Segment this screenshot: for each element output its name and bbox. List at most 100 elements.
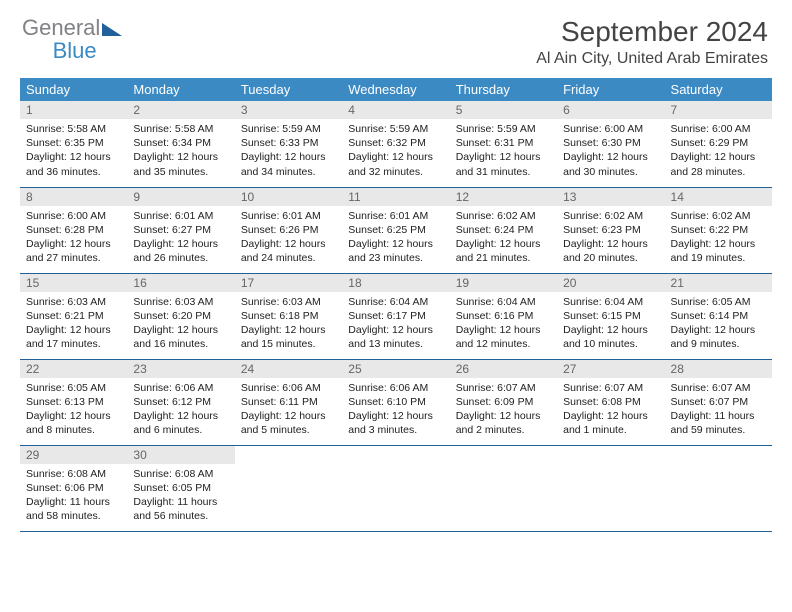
sunset-text: Sunset: 6:23 PM [563,223,658,237]
day-number: 6 [557,101,664,119]
sunrise-text: Sunrise: 6:06 AM [133,381,228,395]
daylight-text: Daylight: 11 hours and 56 minutes. [133,495,228,523]
daylight-text: Daylight: 12 hours and 21 minutes. [456,237,551,265]
sunset-text: Sunset: 6:14 PM [671,309,766,323]
day-details: Sunrise: 6:08 AMSunset: 6:06 PMDaylight:… [20,464,127,529]
calendar-day-cell: 1Sunrise: 5:58 AMSunset: 6:35 PMDaylight… [20,101,127,187]
sunrise-text: Sunrise: 6:01 AM [133,209,228,223]
day-number: 21 [665,274,772,292]
day-details: Sunrise: 5:58 AMSunset: 6:35 PMDaylight:… [20,119,127,184]
day-number: 23 [127,360,234,378]
calendar-day-cell: 6 Sunrise: 6:00 AMSunset: 6:30 PMDaylight… [557,101,664,187]
daylight-text: Daylight: 12 hours and 6 minutes. [133,409,228,437]
day-details: Sunrise: 6:03 AMSunset: 6:20 PMDaylight:… [127,292,234,357]
sunrise-text: Sunrise: 6:08 AM [133,467,228,481]
calendar-empty-cell [450,445,557,531]
sunrise-text: Sunrise: 6:03 AM [241,295,336,309]
sunset-text: Sunset: 6:33 PM [241,136,336,150]
weekday-header: Sunday [20,78,127,101]
sunrise-text: Sunrise: 6:07 AM [671,381,766,395]
day-number: 11 [342,188,449,206]
sunset-text: Sunset: 6:27 PM [133,223,228,237]
sunrise-text: Sunrise: 5:58 AM [133,122,228,136]
day-number: 29 [20,446,127,464]
calendar-week-row: 8Sunrise: 6:00 AMSunset: 6:28 PMDaylight… [20,187,772,273]
day-details: Sunrise: 6:07 AMSunset: 6:07 PMDaylight:… [665,378,772,443]
day-number: 20 [557,274,664,292]
calendar-day-cell: 29Sunrise: 6:08 AMSunset: 6:06 PMDayligh… [20,445,127,531]
calendar-day-cell: 8Sunrise: 6:00 AMSunset: 6:28 PMDaylight… [20,187,127,273]
sunrise-text: Sunrise: 6:02 AM [456,209,551,223]
daylight-text: Daylight: 12 hours and 32 minutes. [348,150,443,178]
calendar-day-cell: 4Sunrise: 5:59 AMSunset: 6:32 PMDaylight… [342,101,449,187]
calendar-day-cell: 30Sunrise: 6:08 AMSunset: 6:05 PMDayligh… [127,445,234,531]
sunrise-text: Sunrise: 6:06 AM [241,381,336,395]
daylight-text: Daylight: 12 hours and 13 minutes. [348,323,443,351]
calendar-week-row: 22Sunrise: 6:05 AMSunset: 6:13 PMDayligh… [20,359,772,445]
sunrise-text: Sunrise: 6:04 AM [456,295,551,309]
day-number: 27 [557,360,664,378]
day-number: 24 [235,360,342,378]
calendar-day-cell: 24Sunrise: 6:06 AMSunset: 6:11 PMDayligh… [235,359,342,445]
sunset-text: Sunset: 6:32 PM [348,136,443,150]
sunset-text: Sunset: 6:31 PM [456,136,551,150]
daylight-text: Daylight: 12 hours and 28 minutes. [671,150,766,178]
daylight-text: Daylight: 12 hours and 17 minutes. [26,323,121,351]
daylight-text: Daylight: 12 hours and 36 minutes. [26,150,121,178]
calendar-day-cell: 22Sunrise: 6:05 AMSunset: 6:13 PMDayligh… [20,359,127,445]
sunset-text: Sunset: 6:30 PM [563,136,658,150]
day-number: 2 [127,101,234,119]
calendar-day-cell: 25Sunrise: 6:06 AMSunset: 6:10 PMDayligh… [342,359,449,445]
day-details: Sunrise: 6:02 AMSunset: 6:23 PMDaylight:… [557,206,664,271]
sunset-text: Sunset: 6:09 PM [456,395,551,409]
day-details: Sunrise: 6:05 AMSunset: 6:14 PMDaylight:… [665,292,772,357]
logo-text-1: General [22,15,100,40]
sunrise-text: Sunrise: 5:59 AM [348,122,443,136]
day-number: 25 [342,360,449,378]
calendar-day-cell: 27Sunrise: 6:07 AMSunset: 6:08 PMDayligh… [557,359,664,445]
weekday-header: Wednesday [342,78,449,101]
calendar-day-cell: 21Sunrise: 6:05 AMSunset: 6:14 PMDayligh… [665,273,772,359]
daylight-text: Daylight: 12 hours and 9 minutes. [671,323,766,351]
sunrise-text: Sunrise: 6:00 AM [671,122,766,136]
day-number: 1 [20,101,127,119]
calendar-empty-cell [342,445,449,531]
daylight-text: Daylight: 12 hours and 2 minutes. [456,409,551,437]
day-number: 19 [450,274,557,292]
day-details: Sunrise: 6:07 AMSunset: 6:09 PMDaylight:… [450,378,557,443]
day-details: Sunrise: 6:03 AMSunset: 6:21 PMDaylight:… [20,292,127,357]
day-number: 18 [342,274,449,292]
day-details: Sunrise: 6:02 AMSunset: 6:24 PMDaylight:… [450,206,557,271]
calendar-empty-cell [665,445,772,531]
day-number: 5 [450,101,557,119]
day-number: 15 [20,274,127,292]
sunrise-text: Sunrise: 6:07 AM [456,381,551,395]
day-number: 7 [665,101,772,119]
daylight-text: Daylight: 12 hours and 5 minutes. [241,409,336,437]
daylight-text: Daylight: 12 hours and 3 minutes. [348,409,443,437]
daylight-text: Daylight: 11 hours and 59 minutes. [671,409,766,437]
daylight-text: Daylight: 12 hours and 27 minutes. [26,237,121,265]
calendar-day-cell: 28Sunrise: 6:07 AMSunset: 6:07 PMDayligh… [665,359,772,445]
daylight-text: Daylight: 12 hours and 30 minutes. [563,150,658,178]
daylight-text: Daylight: 12 hours and 24 minutes. [241,237,336,265]
sunset-text: Sunset: 6:18 PM [241,309,336,323]
sunset-text: Sunset: 6:08 PM [563,395,658,409]
day-number: 14 [665,188,772,206]
sunset-text: Sunset: 6:21 PM [26,309,121,323]
day-number: 16 [127,274,234,292]
calendar-day-cell: 13Sunrise: 6:02 AMSunset: 6:23 PMDayligh… [557,187,664,273]
sunset-text: Sunset: 6:35 PM [26,136,121,150]
day-number: 22 [20,360,127,378]
sunrise-text: Sunrise: 5:58 AM [26,122,121,136]
daylight-text: Daylight: 12 hours and 16 minutes. [133,323,228,351]
day-details: Sunrise: 6:01 AMSunset: 6:25 PMDaylight:… [342,206,449,271]
day-details: Sunrise: 5:59 AMSunset: 6:31 PMDaylight:… [450,119,557,184]
day-number: 3 [235,101,342,119]
calendar-empty-cell [235,445,342,531]
day-details: Sunrise: 6:04 AMSunset: 6:17 PMDaylight:… [342,292,449,357]
calendar-table: SundayMondayTuesdayWednesdayThursdayFrid… [20,78,772,532]
sunrise-text: Sunrise: 6:00 AM [563,122,658,136]
sunrise-text: Sunrise: 6:05 AM [671,295,766,309]
day-details: Sunrise: 6:06 AMSunset: 6:10 PMDaylight:… [342,378,449,443]
